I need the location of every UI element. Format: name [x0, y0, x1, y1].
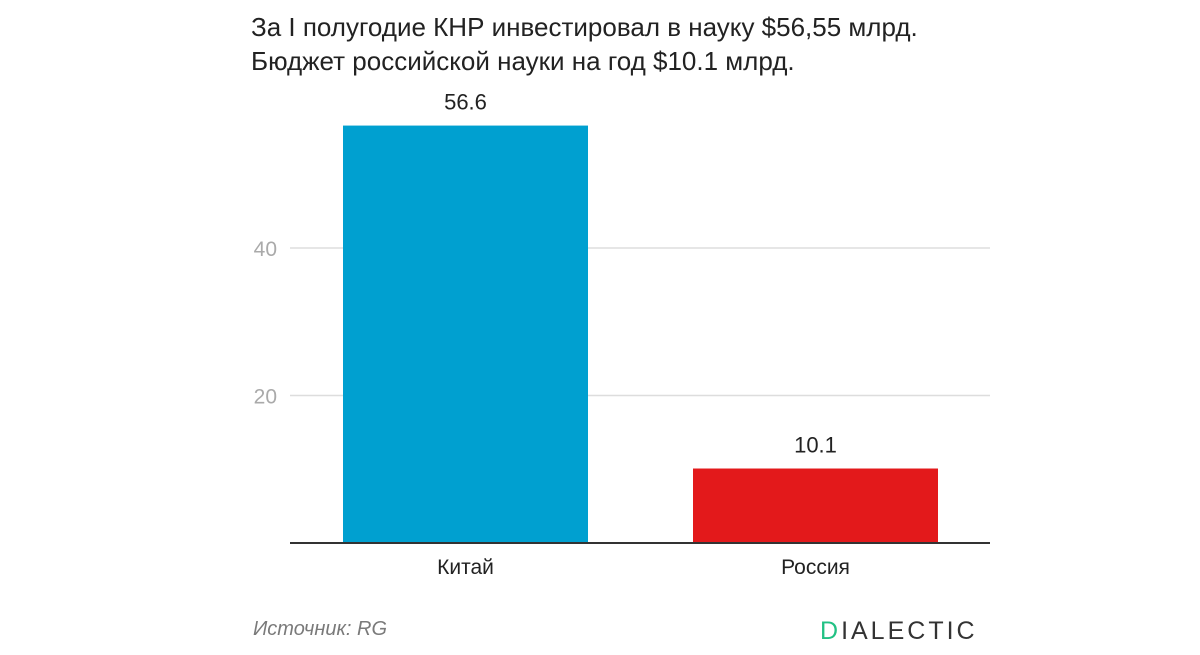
logo-text: IALECTIC	[841, 617, 978, 645]
y-tick-label-40: 40	[254, 238, 277, 261]
title-line-2: Бюджет российской науки на год $10.1 млр…	[251, 46, 795, 76]
source-note: Источник: RG	[253, 618, 388, 640]
bar-2	[693, 468, 938, 543]
bar-1	[343, 125, 588, 543]
bar-value-label-2: 10.1	[794, 433, 837, 458]
x-category-label-1: Китай	[437, 556, 494, 579]
logo-letter-d: D	[820, 617, 842, 645]
y-tick-label-20: 20	[254, 386, 277, 409]
x-category-label-2: Россия	[781, 556, 850, 579]
title-line-1: За I полугодие КНР инвестировал в науку …	[251, 12, 918, 42]
dialectic-logo: DIALECTIC	[820, 617, 978, 646]
bar-value-label-1: 56.6	[444, 90, 487, 115]
chart-title: За I полугодие КНР инвестировал в науку …	[251, 10, 1151, 78]
